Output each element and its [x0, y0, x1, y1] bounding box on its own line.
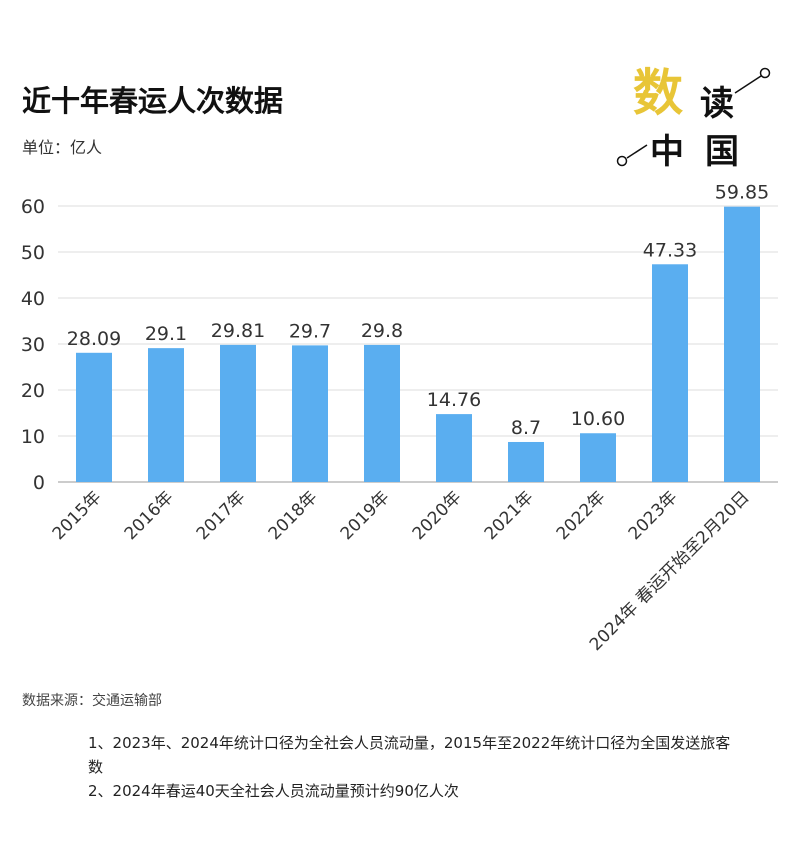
bar [436, 414, 472, 482]
bar [364, 344, 400, 482]
bar [508, 441, 544, 482]
data-label: 29.1 [145, 323, 187, 345]
y-tick-label: 10 [21, 426, 45, 448]
bar [76, 352, 112, 482]
x-tick-label: 2021年 [481, 487, 538, 544]
data-label: 29.7 [289, 320, 331, 342]
x-tick-label: 2022年 [553, 487, 610, 544]
data-label: 59.85 [715, 182, 769, 204]
bar [292, 345, 328, 482]
svg-text:国: 国 [705, 132, 739, 172]
bar-chart: 0 10 20 30 40 50 60 28.09 2015年 29.1 2016年 29.81 201… [21, 182, 778, 655]
bar [724, 206, 760, 482]
data-label: 29.8 [361, 320, 403, 342]
note-2: 2、2024年春运40天全社会人员流动量预计约90亿人次 [88, 782, 459, 800]
data-label: 10.60 [571, 408, 625, 430]
y-tick-label: 50 [21, 242, 45, 264]
bar [652, 264, 688, 482]
x-tick-label: 2016年 [121, 487, 178, 544]
x-tick-label: 2020年 [409, 487, 466, 544]
logo: 数 读 中 国 [616, 63, 771, 172]
svg-text:中: 中 [650, 132, 684, 172]
data-label: 14.76 [427, 389, 481, 411]
x-tick-label: 2017年 [193, 487, 250, 544]
y-tick-label: 30 [21, 334, 45, 356]
notes: 1、2023年、2024年统计口径为全社会人员流动量，2015年至2022年统计… [88, 731, 738, 803]
bar [580, 433, 616, 482]
svg-text:数: 数 [633, 63, 683, 122]
x-tick-label: 2015年 [49, 487, 106, 544]
y-tick-label: 40 [21, 288, 45, 310]
svg-text:读: 读 [700, 84, 734, 124]
x-tick-label: 2018年 [265, 487, 322, 544]
y-tick-label: 60 [21, 196, 45, 218]
bar [220, 344, 256, 482]
data-label: 47.33 [643, 239, 697, 261]
note-1: 1、2023年、2024年统计口径为全社会人员流动量，2015年至2022年统计… [88, 734, 731, 776]
x-tick-label: 2019年 [337, 487, 394, 544]
page-title: 近十年春运人次数据 [22, 84, 284, 118]
y-tick-label: 0 [33, 472, 45, 494]
x-tick-label: 2023年 [625, 487, 682, 544]
y-tick-label: 20 [21, 380, 45, 402]
unit-label: 单位：亿人 [22, 138, 103, 157]
bar [148, 348, 184, 482]
data-label: 8.7 [511, 417, 541, 439]
data-label: 28.09 [67, 328, 121, 350]
data-source: 数据来源：交通运输部 [22, 693, 162, 709]
data-label: 29.81 [211, 320, 265, 342]
